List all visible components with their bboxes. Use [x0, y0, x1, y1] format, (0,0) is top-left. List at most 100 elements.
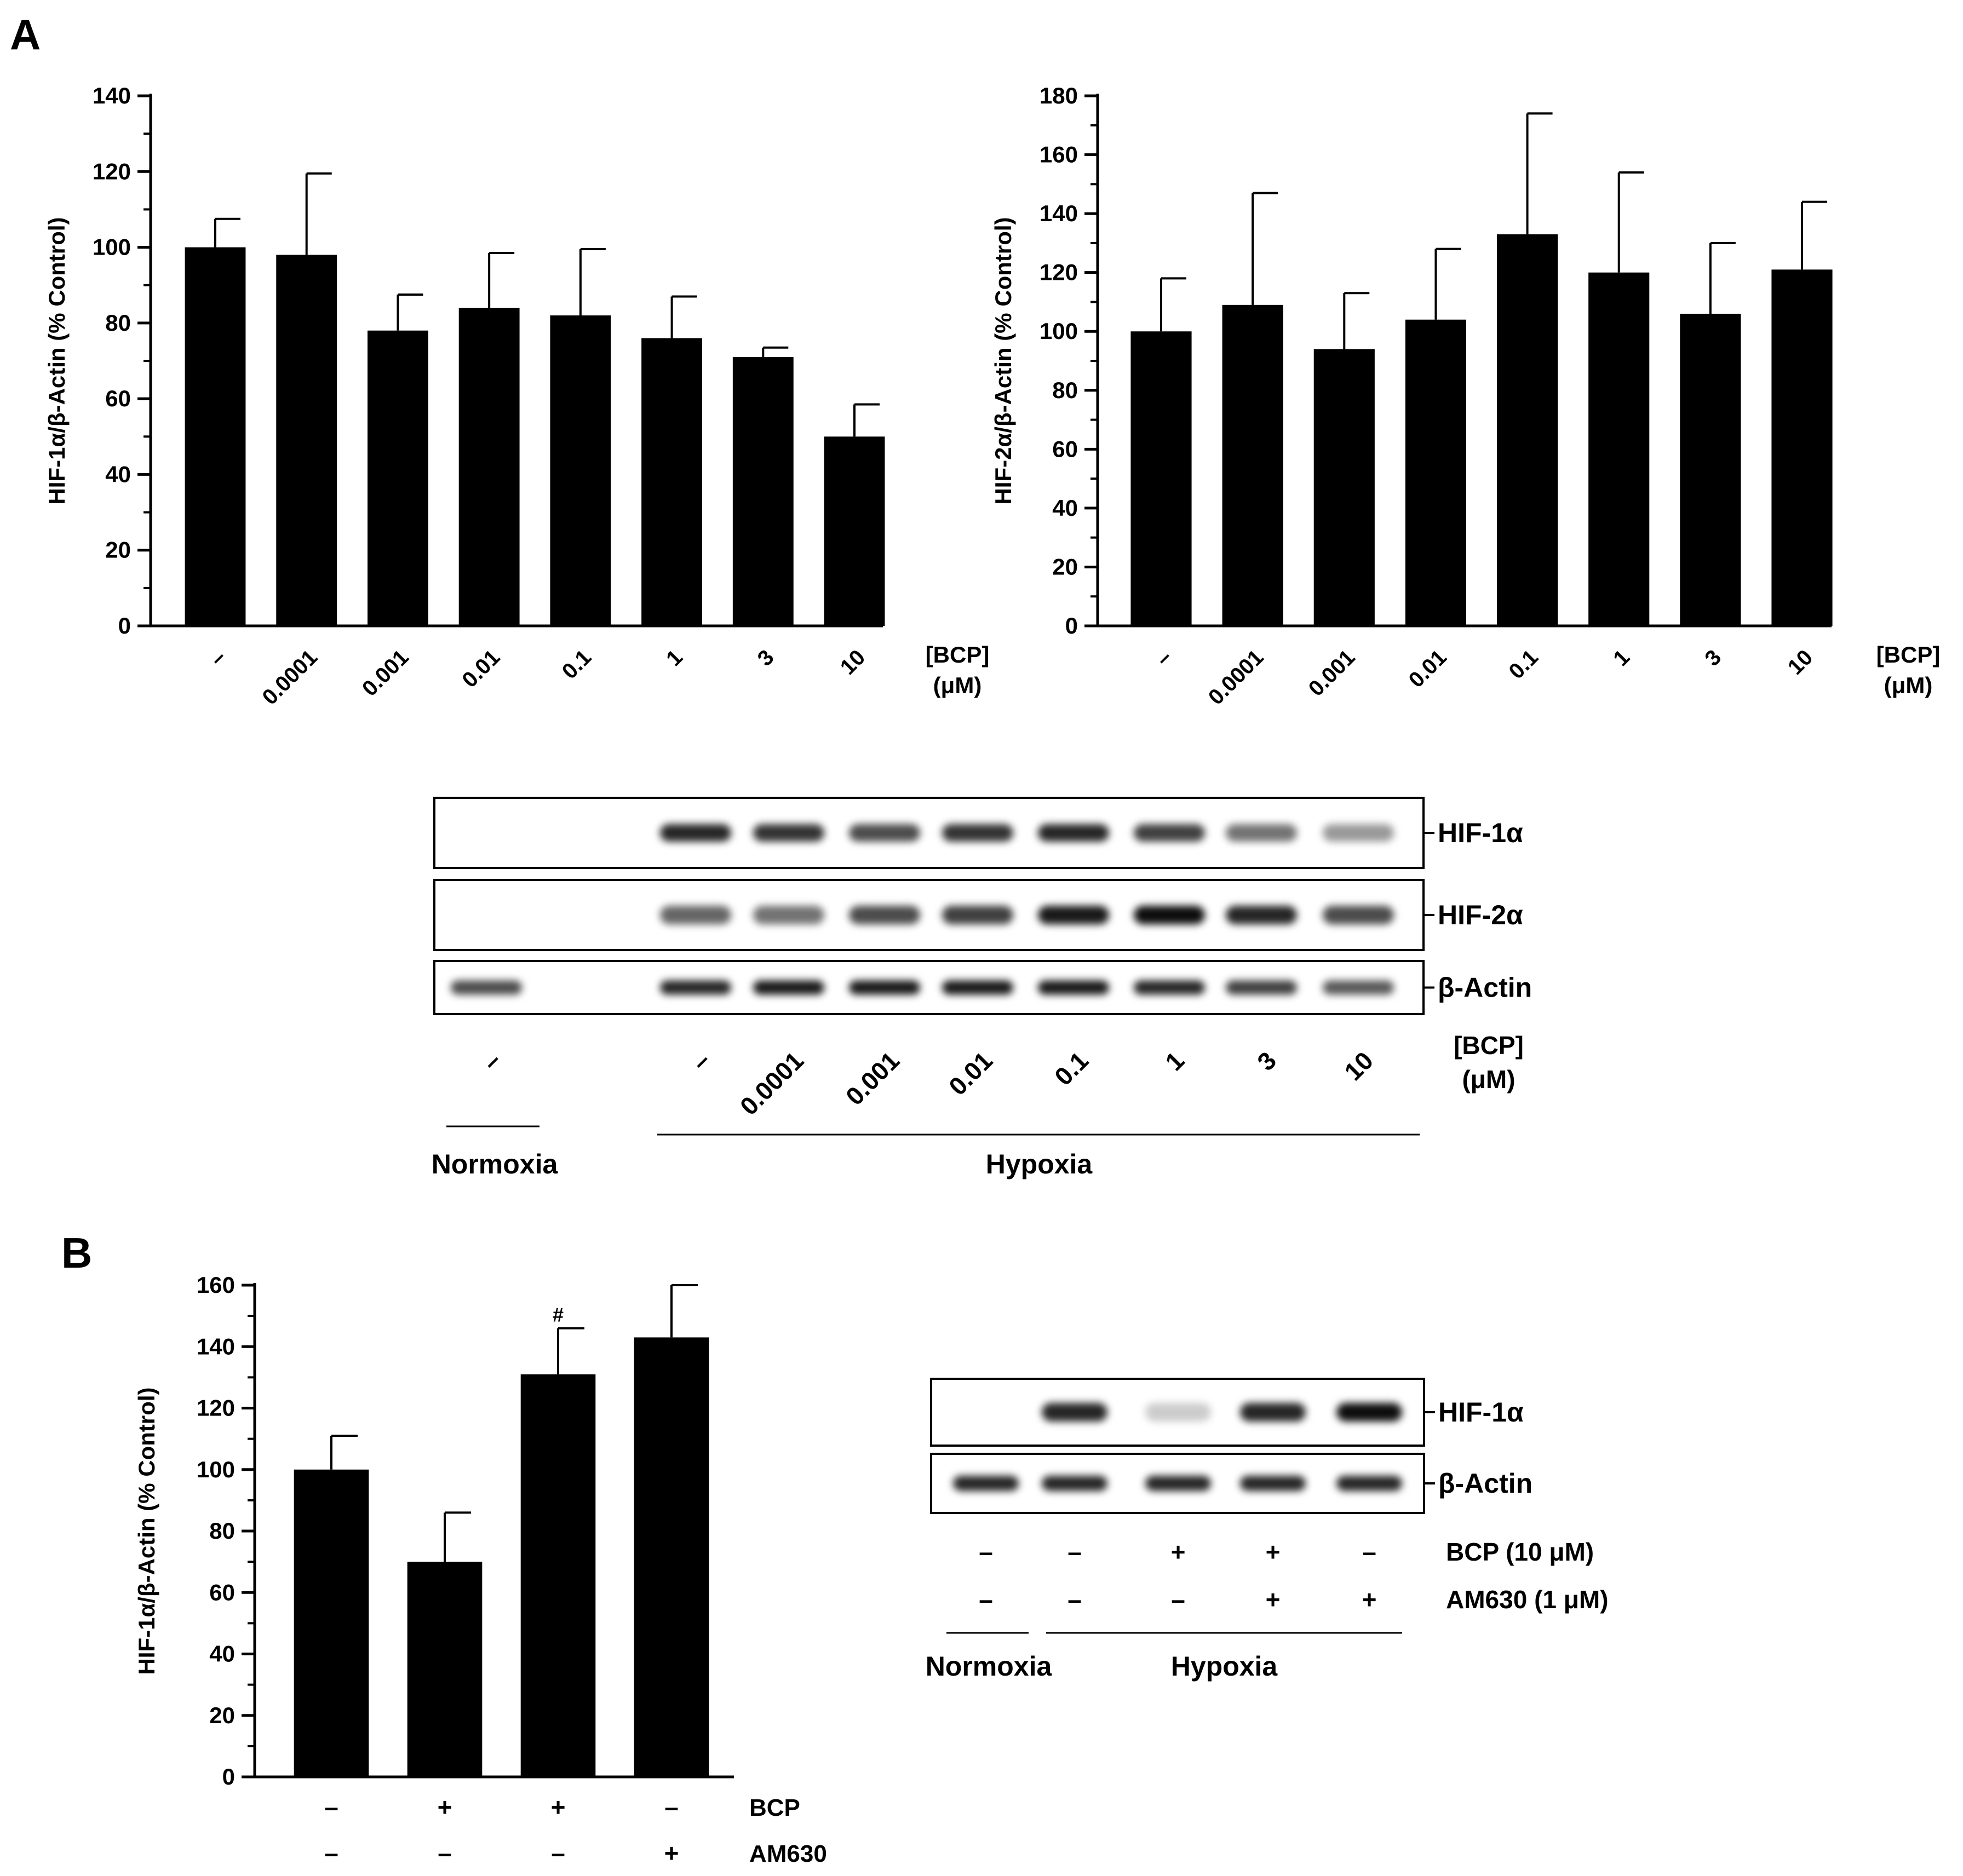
blot-band: [1336, 1476, 1402, 1491]
y-tick-label: 0: [1065, 613, 1078, 638]
x-tick-label: 1: [662, 645, 687, 671]
y-tick-label: 80: [105, 310, 131, 336]
x-axis-label: [BCP]: [1876, 642, 1941, 667]
blot-band: [753, 980, 824, 995]
blot-band: [660, 980, 731, 995]
blot-band: [1042, 1476, 1107, 1491]
blot-axis-label: (μM): [1462, 1065, 1515, 1094]
x-tick-label: 1: [1609, 645, 1634, 671]
blot-band: [1226, 906, 1297, 924]
y-tick-label: 160: [197, 1272, 235, 1298]
y-tick-label: 140: [197, 1333, 235, 1359]
condition-sign: –: [438, 1839, 452, 1867]
bar: [732, 357, 794, 626]
bar: [1405, 319, 1467, 626]
y-tick-label: 40: [209, 1641, 235, 1667]
blot-lane-label: 0.01: [943, 1046, 998, 1101]
bar: [1680, 313, 1741, 626]
condition-sign: –: [551, 1839, 565, 1867]
y-tick-label: 100: [93, 234, 131, 260]
bar: [1130, 331, 1192, 626]
bar: [1496, 234, 1558, 626]
y-axis-label: HIF-1α/β-Actin (% Control): [44, 217, 70, 504]
x-tick-label: 0.1: [558, 645, 596, 683]
bar: [641, 338, 703, 626]
blot-lane-label: 0.0001: [734, 1046, 809, 1120]
blot-row-label: HIF-2α: [1438, 900, 1523, 930]
bar: [294, 1469, 369, 1777]
y-tick-label: 0: [118, 613, 131, 638]
y-tick-label: 120: [1040, 260, 1078, 285]
blot-band: [1134, 906, 1205, 924]
condition-sign: +: [664, 1839, 679, 1867]
blot-row-label: β-Actin: [1438, 972, 1532, 1003]
blot-band: [849, 906, 920, 924]
bar: [824, 436, 885, 626]
blot-band: [1038, 980, 1109, 995]
blot-band: [753, 824, 824, 842]
y-tick-label: 0: [222, 1764, 235, 1789]
x-tick-label: 3: [1700, 645, 1726, 671]
panel-letter-a: A: [10, 10, 41, 59]
condition-sign: –: [324, 1839, 338, 1867]
y-axis-label: HIF-2α/β-Actin (% Control): [990, 217, 1016, 504]
condition-label: AM630: [749, 1840, 827, 1867]
blot-band: [849, 980, 920, 995]
blot-condition-sign: +: [1266, 1585, 1281, 1614]
blot-band: [1226, 824, 1297, 842]
blot-band: [1038, 906, 1109, 924]
bar: [1222, 304, 1283, 626]
blot-condition-sign: +: [1171, 1538, 1186, 1566]
y-tick-label: 180: [1040, 83, 1078, 108]
blot-row-label: β-Actin: [1438, 1468, 1532, 1499]
blot-lane-label: –: [477, 1046, 507, 1076]
x-axis-label: [BCP]: [926, 642, 990, 667]
blot-band: [1323, 906, 1394, 924]
condition-sign: –: [324, 1793, 338, 1821]
bar: [458, 308, 520, 626]
blot-row-label: HIF-1α: [1438, 1397, 1524, 1428]
chart-hif1a-am630: 0 20 40 60 80 100 120 140 160 HIF-1α/β-Actin (% C…: [134, 1272, 827, 1867]
blot-axis-label: [BCP]: [1454, 1031, 1524, 1060]
y-tick-label: 20: [1052, 554, 1078, 579]
y-tick-label: 160: [1040, 142, 1078, 168]
condition-label: BCP: [749, 1794, 800, 1821]
y-tick-label: 60: [209, 1579, 235, 1605]
bar: [1588, 272, 1650, 626]
x-tick-label: 10: [836, 645, 870, 680]
blot-condition-sign: –: [979, 1538, 993, 1566]
blot-lane-label: 3: [1252, 1046, 1282, 1076]
significance-mark: #: [553, 1304, 564, 1326]
y-tick-label: 120: [93, 158, 131, 184]
blot-condition-sign: +: [1362, 1585, 1377, 1614]
western-blot-panel-b: HIF-1α β-Actin – – + + – BCP (10 μM) – – – + + AM630 …: [926, 1378, 1609, 1682]
bar: [520, 1374, 596, 1777]
blot-row-label: HIF-1α: [1438, 818, 1523, 848]
hypoxia-label: Hypoxia: [1171, 1651, 1278, 1682]
blot-band: [942, 824, 1013, 842]
normoxia-label: Normoxia: [432, 1149, 559, 1179]
blot-band: [660, 824, 731, 842]
blot-band: [1226, 980, 1297, 995]
y-tick-label: 20: [105, 537, 131, 563]
blot-band: [1145, 1403, 1211, 1422]
y-tick-label: 140: [93, 83, 131, 108]
bar: [1313, 349, 1375, 626]
y-tick-label: 40: [1052, 495, 1078, 521]
condition-sign: –: [664, 1793, 679, 1821]
blot-lane-label: 0.001: [840, 1046, 905, 1110]
chart-hif1a-bcp: 0 20 40 60 80 100 120 140 HIF-1α/β-Actin (% Cont…: [44, 83, 989, 710]
blot-band: [942, 980, 1013, 995]
bar: [185, 247, 246, 626]
blot-condition-sign: –: [1362, 1538, 1376, 1566]
hypoxia-label: Hypoxia: [986, 1149, 1093, 1179]
x-tick-label: –: [205, 645, 231, 671]
blot-band: [1336, 1403, 1402, 1422]
blot-lane-label: 0.1: [1049, 1046, 1094, 1091]
blot-lane-label: –: [686, 1046, 716, 1076]
x-tick-label: 3: [753, 645, 779, 671]
y-tick-label: 120: [197, 1395, 235, 1421]
blot-band: [1323, 824, 1394, 842]
